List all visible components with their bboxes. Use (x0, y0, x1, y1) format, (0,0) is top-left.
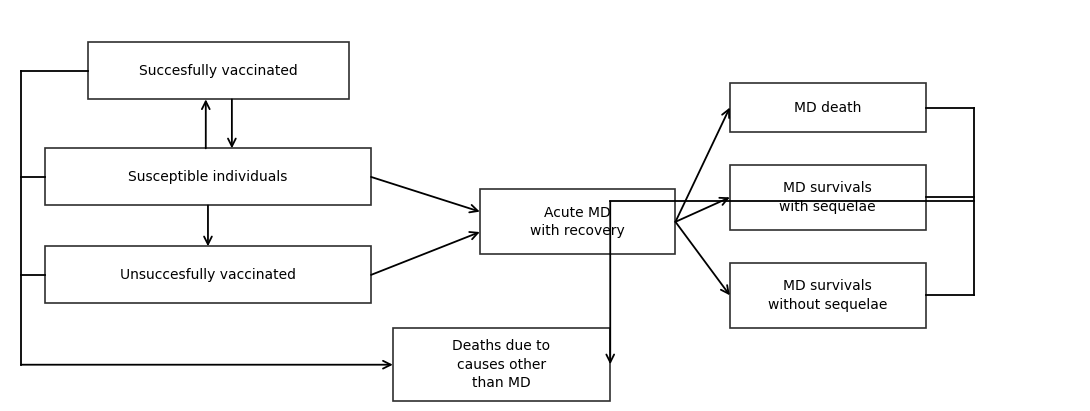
Text: Unsuccesfully vaccinated: Unsuccesfully vaccinated (120, 268, 296, 282)
Text: Susceptible individuals: Susceptible individuals (129, 170, 288, 184)
Text: MD survivals
with sequelae: MD survivals with sequelae (779, 181, 876, 214)
FancyBboxPatch shape (45, 246, 371, 303)
Text: Deaths due to
causes other
than MD: Deaths due to causes other than MD (452, 339, 550, 390)
Text: MD survivals
without sequelae: MD survivals without sequelae (768, 279, 887, 312)
FancyBboxPatch shape (730, 165, 925, 230)
Text: Succesfully vaccinated: Succesfully vaccinated (140, 64, 299, 78)
FancyBboxPatch shape (88, 42, 349, 99)
FancyBboxPatch shape (480, 189, 676, 254)
FancyBboxPatch shape (730, 263, 925, 328)
FancyBboxPatch shape (392, 328, 610, 402)
FancyBboxPatch shape (730, 83, 925, 132)
Text: Acute MD
with recovery: Acute MD with recovery (530, 206, 625, 238)
Text: MD death: MD death (794, 101, 861, 115)
FancyBboxPatch shape (45, 148, 371, 206)
